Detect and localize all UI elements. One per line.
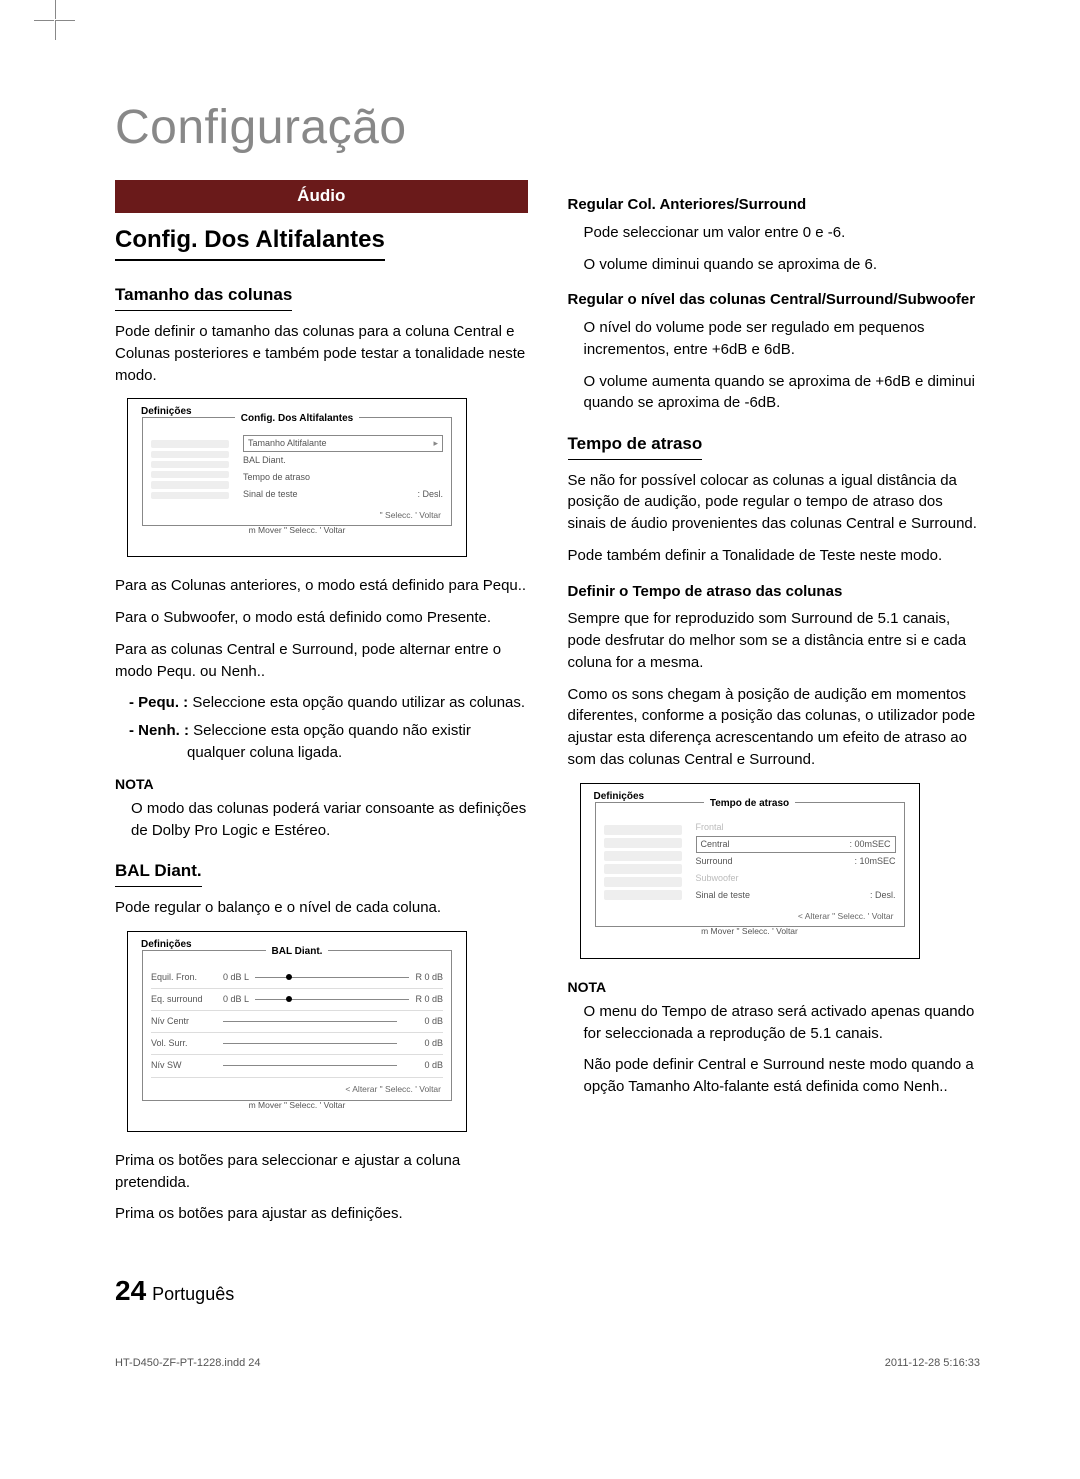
ui-delay: Definições Tempo de atraso Frontal Centr… <box>580 783 920 959</box>
bal-heading: BAL Diant. <box>115 859 202 887</box>
ui3-r4: Subwoofer <box>696 870 896 887</box>
li-nenh: - Nenh. : Seleccione esta opção quando n… <box>129 720 528 764</box>
imprint-file: HT-D450-ZF-PT-1228.indd 24 <box>115 1357 261 1369</box>
ui2-header: BAL Diant. <box>266 945 329 960</box>
ui-bal: Definições BAL Diant. Equil. Fron.0 dB L… <box>127 931 467 1132</box>
ui3-r2: Central: 00mSEC <box>696 836 896 853</box>
delay-p1: Se não for possível colocar as colunas a… <box>568 470 981 535</box>
def-heading: Definir o Tempo de atraso das colunas <box>568 581 981 603</box>
ui1-row4: Sinal de teste: Desl. <box>243 486 443 503</box>
ui1-row3: Tempo de atraso <box>243 469 443 486</box>
ui-speaker-config: Definições Config. Dos Altifalantes Tama… <box>127 398 467 557</box>
bal-row5: Nív SW0 dB <box>151 1055 443 1077</box>
bal-paragraph: Pode regular o balanço e o nível de cada… <box>115 897 528 919</box>
size-paragraph: Pode definir o tamanho das colunas para … <box>115 321 528 386</box>
press1: Prima os botões para seleccionar e ajust… <box>115 1150 528 1194</box>
ui3-footer: < Alterar " Selecc. ' Voltar <box>798 910 894 922</box>
left-column: Áudio Config. Dos Altifalantes Tamanho d… <box>115 180 528 1235</box>
right-column: Regular Col. Anteriores/Surround Pode se… <box>568 180 981 1235</box>
bal-row3: Nív Centr0 dB <box>151 1011 443 1033</box>
reg-p1: Pode seleccionar um valor entre 0 e -6. <box>568 222 981 244</box>
page-title: Configuração <box>115 100 1010 155</box>
p-cs: Para as colunas Central e Surround, pode… <box>115 639 528 683</box>
bal-row1: Equil. Fron.0 dB L R 0 dB <box>151 967 443 989</box>
page-number: 24Português <box>115 1275 234 1307</box>
lvl-p2: O volume aumenta quando se aproxima de +… <box>568 371 981 415</box>
p-front: Para as Colunas anteriores, o modo está … <box>115 575 528 597</box>
ui1-header: Config. Dos Altifalantes <box>235 412 359 427</box>
config-heading: Config. Dos Altifalantes <box>115 223 385 262</box>
imprint-date: 2011-12-28 5:16:33 <box>885 1357 980 1369</box>
ui3-r1: Frontal <box>696 819 896 836</box>
bal-row2: Eq. surround0 dB L R 0 dB <box>151 989 443 1011</box>
lvl-p1: O nível do volume pode ser regulado em p… <box>568 317 981 361</box>
reg-heading: Regular Col. Anteriores/Surround <box>568 194 981 216</box>
ui3-header: Tempo de atraso <box>704 797 795 812</box>
lvl-heading: Regular o nível das colunas Central/Surr… <box>568 289 981 311</box>
nota2-t1: O menu do Tempo de atraso será activado … <box>568 1001 981 1045</box>
ui1-row2: BAL Diant. <box>243 452 443 469</box>
nota2-t2: Não pode definir Central e Surround nest… <box>568 1054 981 1098</box>
ui1-row1: Tamanho Altifalante▸ <box>243 435 443 452</box>
nota2-label: NOTA <box>568 977 981 997</box>
p-sub: Para o Subwoofer, o modo está definido c… <box>115 607 528 629</box>
nota1-text: O modo das colunas poderá variar consoan… <box>115 798 528 842</box>
ui3-r5: Sinal de teste: Desl. <box>696 887 896 904</box>
ui2-footer: < Alterar " Selecc. ' Voltar <box>345 1083 441 1095</box>
delay-heading: Tempo de atraso <box>568 432 703 460</box>
li-pequ: - Pequ. : Seleccione esta opção quando u… <box>129 692 528 714</box>
reg-p2: O volume diminui quando se aproxima de 6… <box>568 254 981 276</box>
ui1-footer: " Selecc. ' Voltar <box>380 509 441 521</box>
audio-banner: Áudio <box>115 180 528 213</box>
delay-p2: Pode também definir a Tonalidade de Test… <box>568 545 981 567</box>
def-p2: Como os sons chegam à posição de audição… <box>568 684 981 771</box>
nota1-label: NOTA <box>115 774 528 794</box>
press2: Prima os botões para ajustar as definiçõ… <box>115 1203 528 1225</box>
ui3-r3: Surround: 10mSEC <box>696 853 896 870</box>
size-heading: Tamanho das colunas <box>115 283 292 311</box>
bal-row4: Vol. Surr.0 dB <box>151 1033 443 1055</box>
def-p1: Sempre que for reproduzido som Surround … <box>568 608 981 673</box>
